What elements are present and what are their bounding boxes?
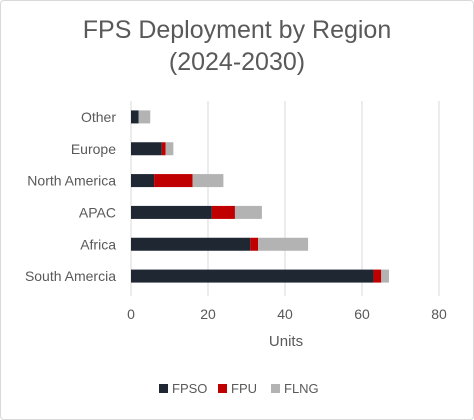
category-label-apac: APAC [79, 204, 116, 220]
legend: FPSO FPU FLNG [159, 381, 319, 396]
bar-flng-apac [234, 205, 262, 219]
bar-fpu-south-amercia [373, 269, 382, 283]
bar-fpso-europe [131, 142, 162, 156]
x-axis-label: Units [269, 333, 303, 350]
bar-fpso-north-america [131, 174, 155, 188]
category-label-europe: Europe [71, 141, 116, 157]
bar-fpso-south-amercia [131, 269, 374, 283]
bars [131, 110, 389, 283]
legend-label-fpso: FPSO [172, 381, 207, 396]
legend-swatch-flng [271, 384, 280, 393]
legend-swatch-fpso [159, 384, 168, 393]
chart-subtitle: (2024-2030) [168, 48, 306, 76]
bar-fpso-africa [131, 237, 251, 251]
bar-flng-north-america [192, 174, 224, 188]
bar-fpu-apac [211, 205, 235, 219]
category-label-north-america: North America [27, 173, 116, 189]
x-tick-label: 40 [277, 306, 293, 322]
chart-title-block: FPS Deployment by Region (2024-2030) [0, 14, 474, 78]
x-tick-label: 60 [354, 306, 370, 322]
bar-fpu-north-america [154, 174, 193, 188]
x-tick-label: 20 [200, 306, 216, 322]
bar-fpu-europe [161, 142, 166, 156]
bar-flng-africa [258, 237, 309, 251]
legend-label-flng: FLNG [284, 381, 319, 396]
bar-fpu-africa [250, 237, 259, 251]
bar-fpso-apac [131, 205, 212, 219]
legend-swatch-fpu [218, 384, 227, 393]
x-tick-labels: 0 20 40 60 80 [127, 306, 447, 322]
chart-title: FPS Deployment by Region [82, 16, 392, 44]
category-label-other: Other [81, 109, 116, 125]
bar-flng-south-amercia [381, 269, 389, 283]
x-tick-label: 0 [127, 306, 135, 322]
gridlines [130, 101, 440, 296]
category-label-south-amercia: South Amercia [25, 268, 116, 284]
bar-flng-other [138, 110, 151, 124]
x-tick-label: 80 [431, 306, 447, 322]
category-labels: South Amercia Africa APAC North America Euro… [25, 109, 116, 284]
legend-label-fpu: FPU [231, 381, 257, 396]
bar-flng-europe [165, 142, 174, 156]
category-label-africa: Africa [80, 236, 116, 252]
bar-fpso-other [131, 110, 139, 124]
